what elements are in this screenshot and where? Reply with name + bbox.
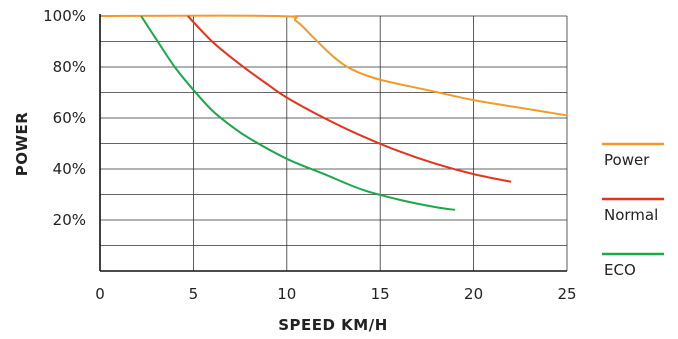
y-tick-label: 80% [53, 58, 86, 76]
x-axis-title: SPEED KM/H [278, 316, 388, 334]
axes [99, 14, 567, 272]
legend: Power Normal ECO [602, 142, 664, 279]
series-line-eco [140, 15, 456, 211]
legend-label-eco: ECO [604, 261, 636, 279]
series-line-normal [187, 15, 512, 183]
tick-labels: 0 5 10 15 20 25 20% 40% 60% 80% 100% [43, 7, 576, 303]
x-tick-label: 25 [557, 285, 576, 303]
legend-label-normal: Normal [604, 206, 658, 224]
legend-label-power: Power [604, 151, 650, 169]
series-lines [99, 14, 568, 211]
x-tick-label: 5 [189, 285, 199, 303]
x-tick-label: 20 [464, 285, 483, 303]
x-tick-label: 15 [371, 285, 390, 303]
y-axis-title: POWER [13, 112, 31, 177]
series-line-power [99, 14, 568, 117]
y-tick-label: 40% [53, 160, 86, 178]
grid [100, 15, 568, 271]
y-tick-label: 60% [53, 109, 86, 127]
y-tick-label: 20% [53, 211, 86, 229]
x-tick-label: 0 [95, 285, 105, 303]
x-tick-label: 10 [277, 285, 296, 303]
y-tick-label: 100% [43, 7, 86, 25]
